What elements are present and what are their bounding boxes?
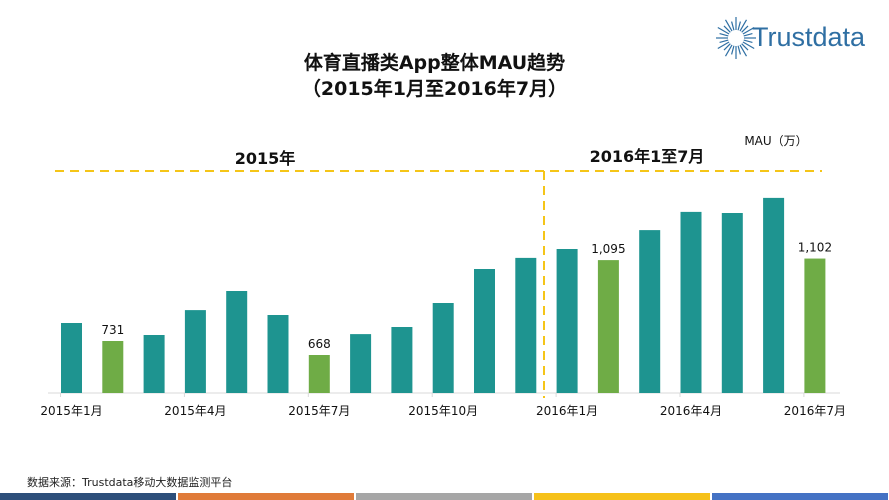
data-label: 1,102 — [798, 241, 832, 255]
bar-2016-04 — [680, 211, 702, 393]
chart-title: 体育直播类App整体MAU趋势 — [303, 52, 566, 74]
x-tick-label: 2016年4月 — [660, 404, 722, 418]
data-label: 668 — [308, 337, 331, 351]
x-tick-label: 2015年7月 — [288, 404, 350, 418]
sunburst-ray — [742, 26, 755, 35]
sunburst-ray — [717, 41, 730, 50]
sunburst-ray — [737, 21, 741, 31]
x-tick-label: 2015年1月 — [40, 404, 102, 418]
unit-label: MAU（万） — [744, 134, 807, 148]
x-tick-label: 2016年1月 — [536, 404, 598, 418]
trustdata-logo: Trustdata — [715, 14, 886, 62]
bar-2015-12 — [515, 257, 537, 393]
bar-2015-10 — [432, 303, 454, 393]
sunburst-ray — [737, 45, 741, 55]
data-label: 731 — [101, 323, 124, 337]
bar-2016-01 — [556, 249, 578, 393]
footer-color-strip — [534, 493, 710, 500]
period-label-2016: 2016年1至7月 — [590, 147, 705, 166]
bar-2016-05 — [721, 213, 743, 393]
bar-2015-11 — [474, 269, 495, 393]
sunburst-ray — [731, 45, 735, 55]
bar-2015-08 — [350, 334, 372, 393]
sunburst-ray — [723, 43, 731, 51]
bar-2015-05 — [226, 291, 248, 393]
bar-2015-02 — [102, 341, 124, 393]
sunburst-ray — [741, 25, 749, 33]
x-tick-label: 2015年4月 — [164, 404, 226, 418]
logo-text: Trustdata — [752, 22, 866, 52]
sunburst-ray — [741, 43, 749, 51]
sunburst-ray — [724, 19, 733, 32]
bar-2015-06 — [267, 315, 289, 393]
sunburst-icon — [715, 17, 757, 59]
sunburst-ray — [719, 39, 729, 43]
x-tick-label: 2015年10月 — [408, 404, 478, 418]
sunburst-ray — [731, 21, 735, 31]
bar-2015-07 — [308, 355, 330, 393]
data-source: 数据来源：Trustdata移动大数据监测平台 — [27, 476, 233, 489]
bar-2015-04 — [184, 310, 206, 393]
bar-2016-03 — [639, 230, 661, 393]
bar-2016-07 — [804, 258, 826, 393]
footer-color-strip — [178, 493, 354, 500]
sunburst-ray — [739, 19, 748, 32]
sunburst-ray — [742, 41, 755, 50]
sunburst-ray — [743, 33, 753, 37]
chart-subtitle: （2015年1月至2016年7月） — [301, 78, 568, 100]
bar-2015-01 — [61, 323, 82, 393]
data-label: 1,095 — [591, 242, 625, 256]
footer-color-strip — [0, 493, 176, 500]
sunburst-ray — [739, 44, 748, 57]
footer-color-strip — [356, 493, 532, 500]
bar-chart: 2015年1月 2015年4月 2015年7月 2015年10月 2016年1月 2016… — [40, 134, 846, 418]
bar-2015-03 — [143, 335, 165, 393]
sunburst-ray — [723, 25, 731, 33]
bar-2015-09 — [391, 327, 413, 393]
sunburst-ray — [743, 39, 753, 43]
sunburst-ray — [724, 44, 733, 57]
x-tick-label: 2016年7月 — [784, 404, 846, 418]
sunburst-ray — [717, 26, 730, 35]
bar-2016-06 — [763, 197, 785, 393]
footer-color-strip — [712, 493, 888, 500]
sunburst-ray — [719, 33, 729, 37]
bar-2016-02 — [597, 260, 619, 393]
period-label-2015: 2015年 — [235, 149, 296, 168]
